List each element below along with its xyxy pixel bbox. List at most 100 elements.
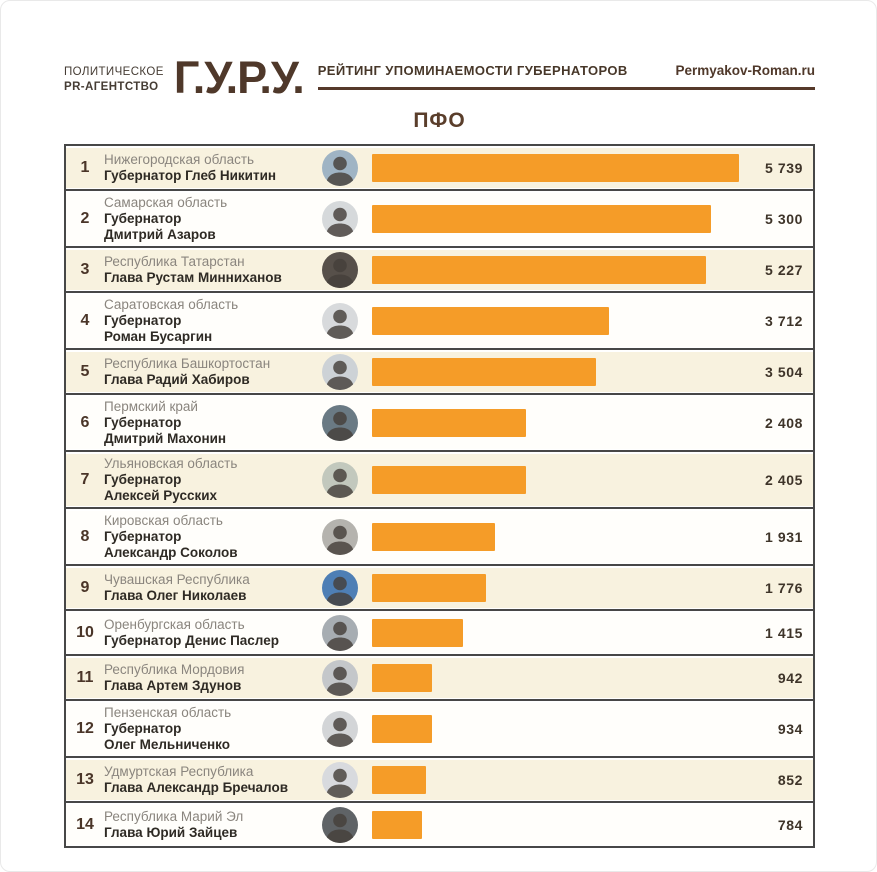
governor-photo: [322, 353, 358, 390]
rank-number: 6: [80, 413, 90, 431]
governor-name: Губернатор Роман Бусаргин: [104, 312, 213, 344]
guru-logo: Г.У.Р.У.: [173, 52, 305, 103]
mention-bar-track: [372, 465, 739, 494]
mention-count: 5 739: [764, 159, 803, 176]
row-divider: [66, 699, 813, 701]
table-row: 12 Пензенская область Губернатор Олег Мел…: [66, 702, 813, 755]
mention-bar-track: [372, 663, 739, 692]
mention-count: 942: [777, 669, 803, 686]
region-name: Республика Мордовия: [104, 661, 245, 677]
mention-bar: [372, 153, 739, 182]
mention-bar: [372, 255, 707, 284]
governor-name: Глава Рустам Минниханов: [104, 269, 282, 285]
mention-bar-track: [372, 408, 739, 437]
table-row: 13 Удмуртская Республика Глава Александр…: [66, 759, 813, 800]
mention-bar: [372, 810, 423, 839]
mention-bar-track: [372, 357, 739, 386]
row-divider: [66, 801, 813, 803]
person-silhouette-icon: [326, 411, 354, 441]
mention-count: 1 931: [764, 528, 803, 545]
rank-number: 8: [80, 527, 90, 545]
mention-bar: [372, 522, 496, 551]
rank-number: 7: [80, 470, 90, 488]
governor-info: Оренбургская область Губернатор Денис Па…: [100, 617, 322, 649]
rank-number: 2: [80, 209, 90, 227]
mention-count: 3 504: [764, 363, 803, 380]
governor-photo: [322, 710, 358, 747]
governor-name: Губернатор Дмитрий Азаров: [104, 210, 216, 242]
table-row: 5 Республика Башкортостан Глава Радий Ха…: [66, 351, 813, 392]
mention-bar-track: [372, 618, 739, 647]
mention-bar: [372, 765, 427, 794]
governor-name: Глава Александр Бречалов: [104, 779, 288, 795]
mention-count: 1 776: [764, 579, 803, 596]
governor-name: Губернатор Александр Соколов: [104, 528, 238, 560]
table-row: 7 Ульяновская область Губернатор Алексей …: [66, 453, 813, 506]
header: ПОЛИТИЧЕСКОЕ PR-АГЕНТСТВО Г.У.Р.У. РЕЙТИ…: [64, 1, 815, 100]
mention-bar-track: [372, 204, 739, 233]
row-divider: [66, 144, 813, 146]
site-url: Permyakov-Roman.ru: [675, 63, 815, 78]
row-divider: [66, 450, 813, 452]
region-name: Чувашская Республика: [104, 571, 250, 587]
rank-number: 12: [76, 719, 94, 737]
table-row: 11 Республика Мордовия Глава Артем Здуно…: [66, 657, 813, 698]
governor-photo: [322, 761, 358, 798]
region-name: Удмуртская Республика: [104, 763, 254, 779]
governor-name: Губернатор Глеб Никитин: [104, 167, 277, 183]
rank-number: 13: [76, 770, 94, 788]
table-row: 8 Кировская область Губернатор Александр …: [66, 510, 813, 563]
mention-bar: [372, 408, 526, 437]
person-silhouette-icon: [326, 813, 354, 843]
mention-bar: [372, 465, 526, 494]
rank-number: 1: [80, 158, 90, 176]
region-name: Кировская область: [104, 512, 223, 528]
governor-name: Глава Юрий Зайцев: [104, 824, 238, 840]
mention-count: 2 408: [764, 414, 803, 431]
table-row: 14 Республика Марий Эл Глава Юрий Зайцев…: [66, 804, 813, 845]
mention-bar-track: [372, 306, 739, 335]
mention-bar-track: [372, 810, 739, 839]
row-divider: [66, 291, 813, 293]
person-silhouette-icon: [326, 666, 354, 696]
person-silhouette-icon: [326, 360, 354, 390]
governor-info: Кировская область Губернатор Александр Со…: [100, 513, 322, 561]
governor-photo: [322, 302, 358, 339]
person-silhouette-icon: [326, 207, 354, 237]
rating-table: 1 Нижегородская область Губернатор Глеб …: [64, 144, 815, 848]
mention-count: 1 415: [764, 624, 803, 641]
district-title: ПФО: [413, 109, 466, 132]
mention-bar: [372, 573, 486, 602]
row-divider: [66, 654, 813, 656]
table-row: 10 Оренбургская область Губернатор Денис…: [66, 612, 813, 653]
mention-count: 784: [777, 816, 803, 833]
governor-info: Республика Башкортостан Глава Радий Хаби…: [100, 356, 322, 388]
agency-label: ПОЛИТИЧЕСКОЕ PR-АГЕНТСТВО: [64, 55, 164, 95]
region-name: Самарская область: [104, 194, 228, 210]
region-name: Ульяновская область: [104, 455, 238, 471]
governor-name: Губернатор Олег Мельниченко: [104, 720, 231, 752]
governor-name: Губернатор Дмитрий Махонин: [104, 414, 227, 446]
governor-photo: [322, 149, 358, 186]
governor-photo: [322, 461, 358, 498]
governor-photo: [322, 200, 358, 237]
governor-info: Республика Татарстан Глава Рустам Минних…: [100, 254, 322, 286]
governor-info: Пермский край Губернатор Дмитрий Махонин: [100, 399, 322, 447]
governor-name: Губернатор Денис Паслер: [104, 632, 279, 648]
governor-photo: [322, 806, 358, 843]
rank-number: 4: [80, 311, 90, 329]
mention-bar: [372, 306, 610, 335]
mention-bar: [372, 618, 463, 647]
table-row: 3 Республика Татарстан Глава Рустам Минн…: [66, 249, 813, 290]
mention-bar-track: [372, 255, 739, 284]
region-name: Республика Татарстан: [104, 253, 245, 269]
governor-photo: [322, 614, 358, 651]
person-silhouette-icon: [326, 525, 354, 555]
agency-line1: ПОЛИТИЧЕСКОЕ: [64, 66, 164, 78]
governor-photo: [322, 404, 358, 441]
governor-photo: [322, 518, 358, 555]
mention-count: 5 300: [764, 210, 803, 227]
region-name: Республика Марий Эл: [104, 808, 244, 824]
rank-number: 10: [76, 623, 94, 641]
governor-photo: [322, 569, 358, 606]
